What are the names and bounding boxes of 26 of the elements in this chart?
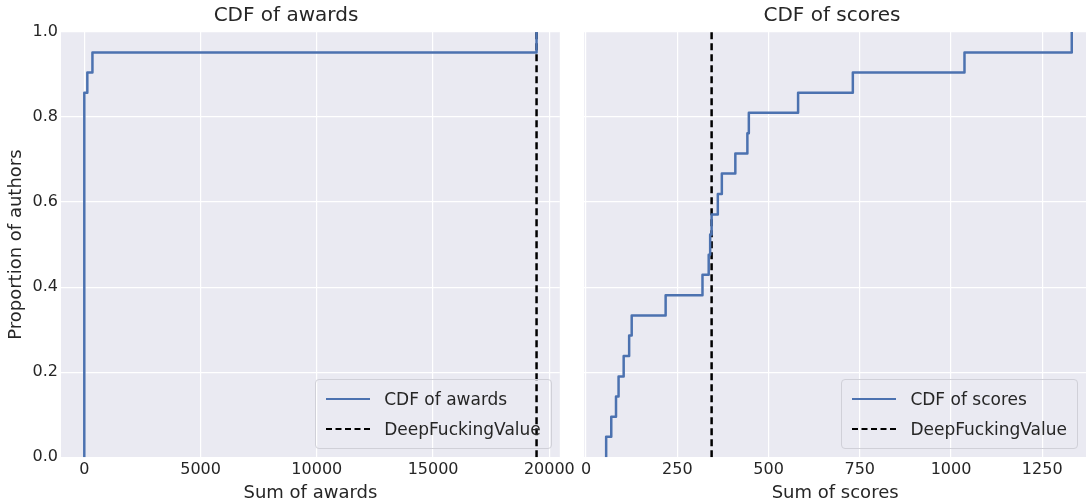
y-tick-label: 0.4 — [32, 276, 59, 296]
x-tick-label: 1000 — [930, 458, 972, 478]
x-tick-label: 0 — [79, 458, 90, 478]
x-tick-label: 5000 — [180, 458, 221, 478]
x-axis-title: Sum of scores — [771, 480, 899, 502]
x-axis-title: Sum of awards — [243, 480, 378, 502]
x-tick-label: 10000 — [291, 458, 343, 478]
legend-label: CDF of awards — [384, 389, 508, 410]
y-tick-label: 1.0 — [32, 21, 59, 41]
y-tick-label: 0.0 — [32, 446, 59, 466]
y-tick-label: 0.8 — [32, 106, 59, 126]
y-axis-title: Proportion of authors — [4, 149, 26, 340]
x-tick-label: 15000 — [407, 458, 459, 478]
x-tick-label: 1250 — [1021, 458, 1063, 478]
chart-title: CDF of scores — [763, 2, 901, 27]
chart-title: CDF of awards — [213, 2, 359, 27]
legend-label: CDF of scores — [910, 389, 1027, 410]
ref-line-label: DeepFuckingValue — [910, 419, 1067, 440]
ref-line-label: DeepFuckingValue — [384, 419, 541, 440]
x-tick-label: 750 — [844, 458, 876, 478]
y-tick-label: 0.2 — [32, 361, 59, 381]
x-tick-label: 250 — [662, 458, 693, 478]
x-tick-label: 0 — [581, 458, 592, 478]
x-tick-label: 500 — [753, 458, 784, 478]
x-tick-label: 20000 — [523, 458, 575, 478]
y-tick-label: 0.6 — [32, 191, 59, 211]
